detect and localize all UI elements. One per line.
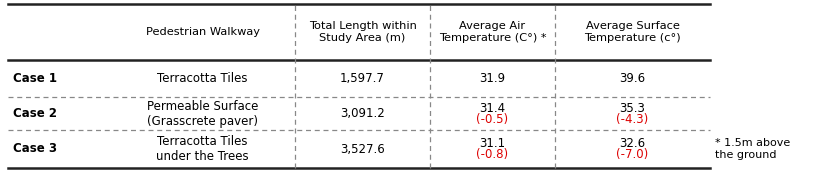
Text: (-4.3): (-4.3) [617,112,649,126]
Text: 3,091.2: 3,091.2 [340,107,385,120]
Text: (-7.0): (-7.0) [617,148,649,161]
Text: 1,597.7: 1,597.7 [340,72,385,85]
Text: Total Length within
Study Area (m): Total Length within Study Area (m) [308,21,416,43]
Text: Average Surface
Temperature (c°): Average Surface Temperature (c°) [584,21,680,43]
Text: Permeable Surface
(Grasscrete paver): Permeable Surface (Grasscrete paver) [147,99,258,127]
Text: Terracotta Tiles: Terracotta Tiles [158,72,248,85]
Text: Case 1: Case 1 [13,72,57,85]
Text: (-0.5): (-0.5) [477,112,509,126]
Text: Average Air
Temperature (C°) *: Average Air Temperature (C°) * [439,21,546,43]
Text: * 1.5m above
the ground: * 1.5m above the ground [715,138,790,160]
Text: Case 3: Case 3 [13,142,57,155]
Text: 39.6: 39.6 [619,72,645,85]
Text: 35.3: 35.3 [619,101,645,115]
Text: Terracotta Tiles
under the Trees: Terracotta Tiles under the Trees [156,135,249,163]
Text: 31.1: 31.1 [479,137,505,150]
Text: Case 2: Case 2 [13,107,57,120]
Text: (-0.8): (-0.8) [477,148,509,161]
Text: 31.4: 31.4 [479,101,505,115]
Text: Pedestrian Walkway: Pedestrian Walkway [146,27,260,37]
Text: 31.9: 31.9 [479,72,505,85]
Text: 32.6: 32.6 [619,137,645,150]
Text: 3,527.6: 3,527.6 [340,142,385,155]
